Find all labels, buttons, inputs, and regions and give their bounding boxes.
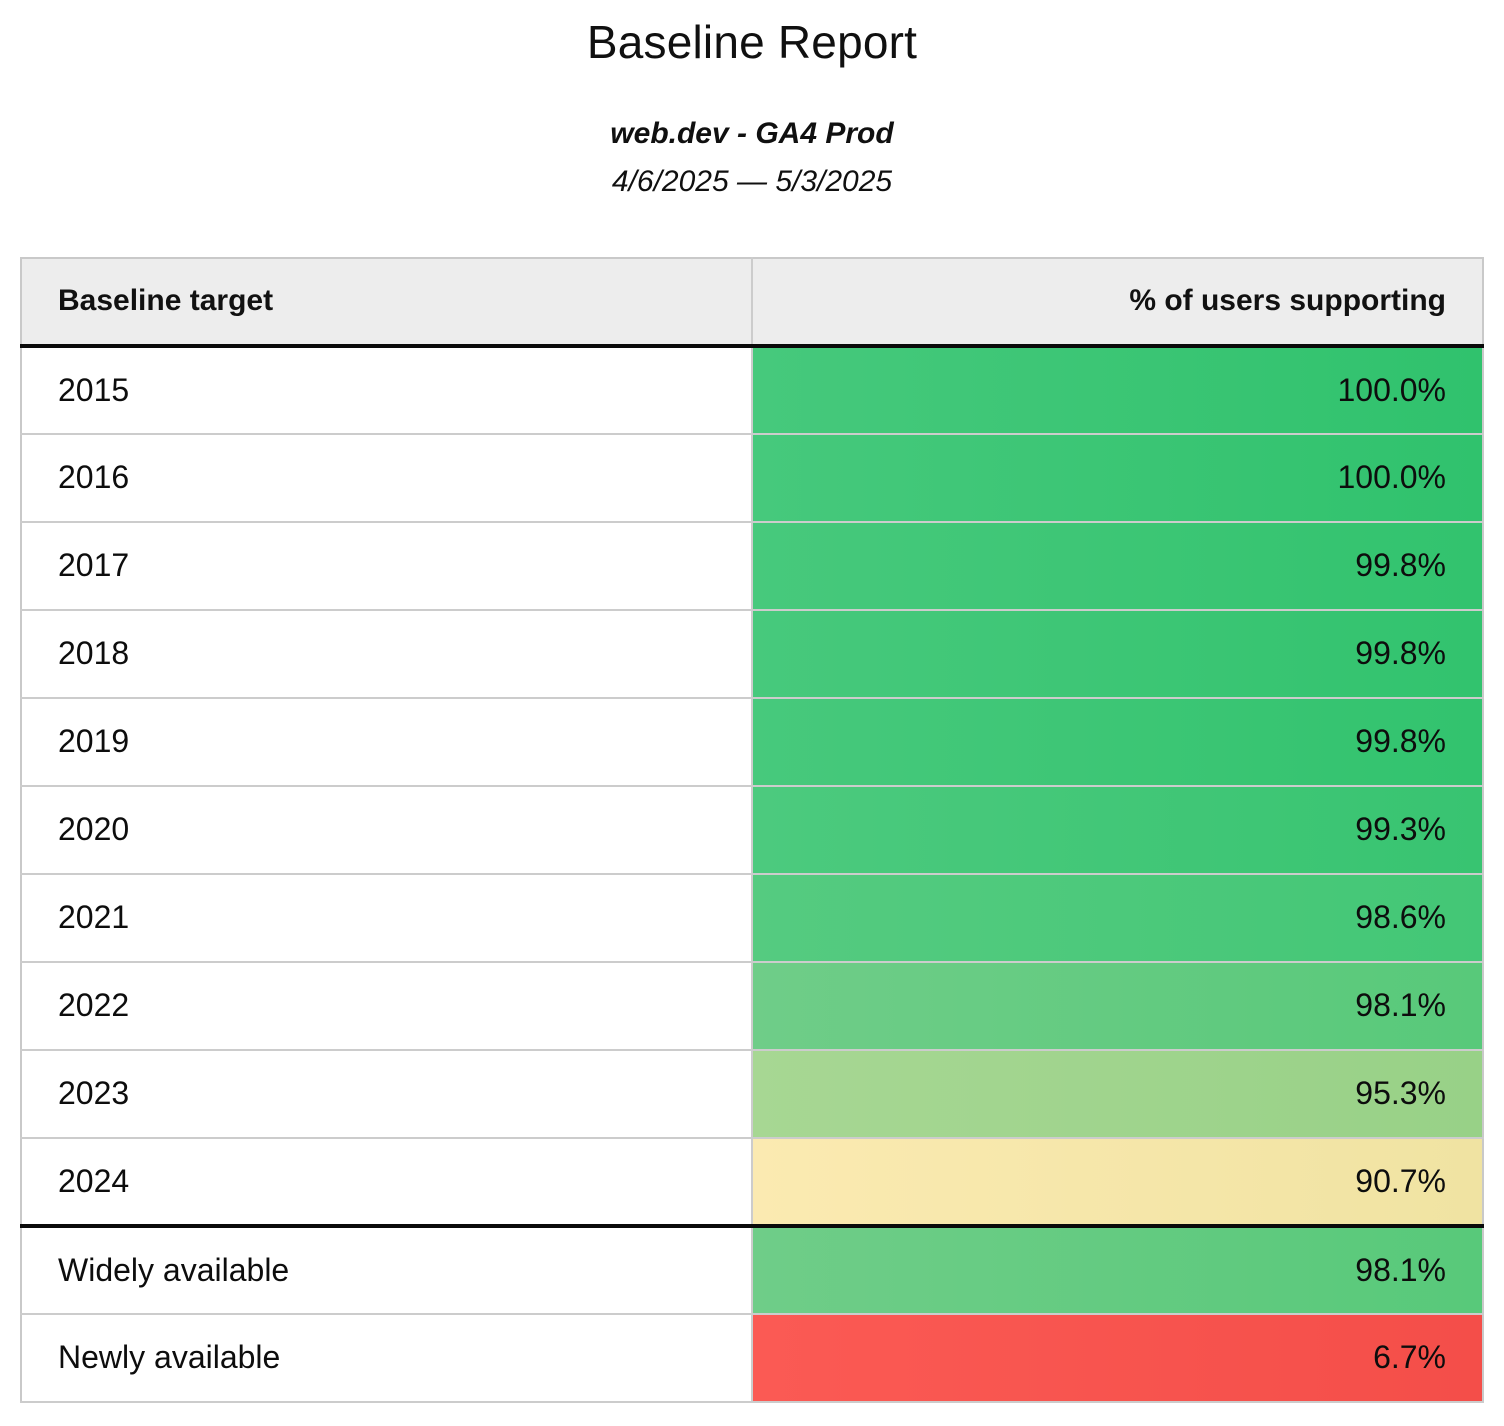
table-row-2016: 2016 100.0%	[21, 433, 1483, 522]
support-value-cell: 100.0%	[752, 433, 1483, 522]
support-value-cell: 98.1%	[752, 961, 1483, 1050]
table-row-2020: 2020 99.3%	[21, 785, 1483, 874]
table-row-2024: 2024 90.7%	[21, 1137, 1483, 1226]
support-value-cell: 99.3%	[752, 785, 1483, 874]
baseline-table: Baseline target % of users supporting 20…	[20, 256, 1484, 1403]
report-source-label: web.dev - GA4 Prod	[610, 116, 894, 150]
table-row-2017: 2017 99.8%	[21, 521, 1483, 610]
table-row-2018: 2018 99.8%	[21, 609, 1483, 698]
baseline-report: Baseline Report web.dev - GA4 Prod 4/6/2…	[0, 16, 1504, 1403]
baseline-target-cell: 2017	[21, 521, 753, 610]
support-value-cell: 6.7%	[752, 1313, 1483, 1402]
table-row-2019: 2019 99.8%	[21, 697, 1483, 786]
table-row-2022: 2022 98.1%	[21, 961, 1483, 1050]
column-header-users-supporting: % of users supporting	[752, 257, 1483, 346]
baseline-target-cell: Widely available	[21, 1225, 753, 1314]
table-row-widely-available: Widely available 98.1%	[21, 1225, 1483, 1314]
baseline-target-cell: 2021	[21, 873, 753, 962]
baseline-target-cell: 2018	[21, 609, 753, 698]
table-row-newly-available: Newly available 6.7%	[21, 1313, 1483, 1402]
table-header-row: Baseline target % of users supporting	[21, 257, 1483, 346]
baseline-target-cell: 2023	[21, 1049, 753, 1138]
baseline-target-cell: 2022	[21, 961, 753, 1050]
support-value-cell: 99.8%	[752, 697, 1483, 786]
support-value-cell: 90.7%	[752, 1137, 1483, 1226]
baseline-target-cell: 2020	[21, 785, 753, 874]
support-value-cell: 95.3%	[752, 1049, 1483, 1138]
support-value-cell: 100.0%	[752, 345, 1483, 434]
support-value-cell: 98.1%	[752, 1225, 1483, 1314]
column-header-baseline-target: Baseline target	[21, 257, 753, 346]
baseline-target-cell: 2015	[21, 345, 753, 434]
support-value-cell: 99.8%	[752, 521, 1483, 610]
table-row-2023: 2023 95.3%	[21, 1049, 1483, 1138]
table-row-2015: 2015 100.0%	[21, 345, 1483, 434]
baseline-target-cell: 2024	[21, 1137, 753, 1226]
report-date-range: 4/6/2025 — 5/3/2025	[611, 165, 893, 199]
support-value-cell: 99.8%	[752, 609, 1483, 698]
baseline-target-cell: Newly available	[21, 1313, 753, 1402]
page-title: Baseline Report	[586, 16, 918, 68]
table-row-2021: 2021 98.6%	[21, 873, 1483, 962]
baseline-target-cell: 2016	[21, 433, 753, 522]
baseline-target-cell: 2019	[21, 697, 753, 786]
support-value-cell: 98.6%	[752, 873, 1483, 962]
